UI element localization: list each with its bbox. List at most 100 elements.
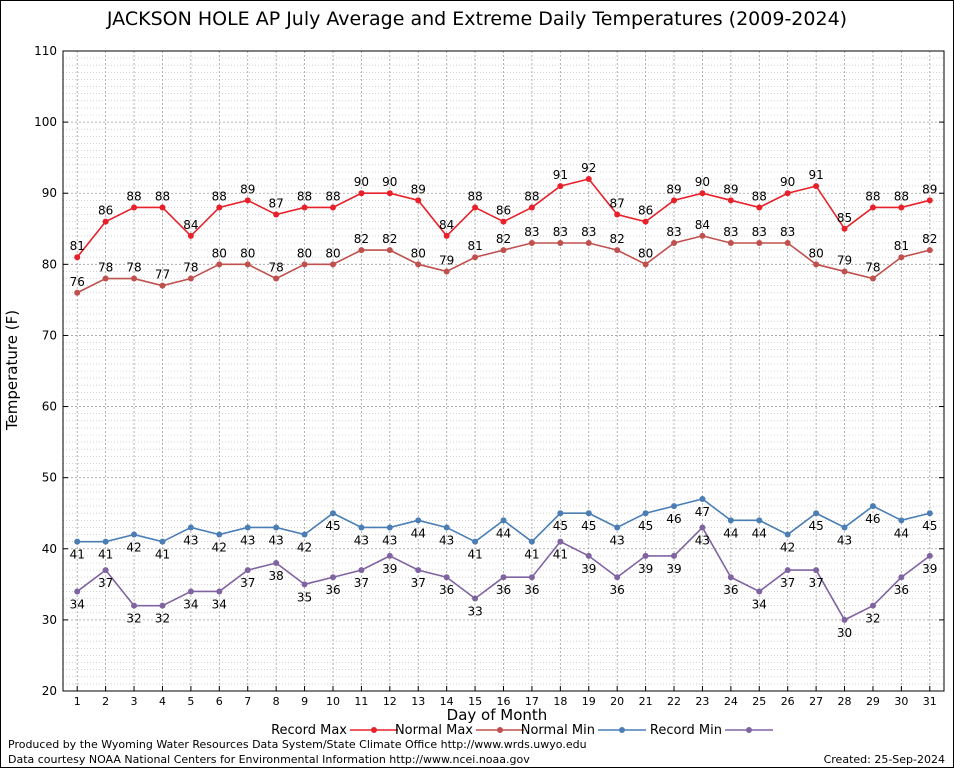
x-tick-label: 13 [411, 695, 425, 708]
data-point [329, 261, 336, 268]
data-label: 34 [183, 597, 198, 611]
data-point [386, 552, 393, 559]
data-label: 45 [553, 519, 568, 533]
data-point [614, 524, 621, 531]
data-label: 92 [581, 161, 596, 175]
data-point [585, 176, 592, 182]
data-label: 82 [922, 232, 937, 246]
data-point [472, 254, 479, 261]
data-label: 78 [269, 261, 284, 275]
data-point [329, 574, 336, 581]
data-label: 42 [212, 541, 227, 555]
data-label: 82 [382, 232, 397, 246]
data-point [216, 261, 223, 268]
data-label: 81 [894, 239, 909, 253]
data-label: 86 [98, 204, 113, 218]
data-label: 82 [496, 232, 511, 246]
data-label: 39 [922, 562, 937, 576]
data-label: 89 [723, 182, 738, 196]
x-tick-label: 22 [667, 695, 681, 708]
data-point [898, 204, 905, 211]
legend-label: Normal Min [521, 723, 595, 738]
data-label: 37 [411, 576, 426, 590]
y-tick-label: 30 [42, 613, 57, 627]
data-point [699, 232, 706, 239]
data-point [756, 204, 763, 211]
data-label: 81 [467, 239, 482, 253]
data-point [699, 524, 706, 531]
data-label: 80 [212, 246, 227, 260]
data-label: 78 [183, 261, 198, 275]
data-point [500, 574, 507, 581]
x-tick-label: 19 [582, 695, 596, 708]
data-point [358, 247, 365, 254]
data-label: 33 [467, 605, 482, 619]
data-point [159, 204, 166, 211]
data-label: 87 [269, 197, 284, 211]
data-label: 45 [922, 519, 937, 533]
data-point [301, 581, 308, 588]
data-label: 79 [439, 253, 454, 267]
data-label: 37 [98, 576, 113, 590]
y-tick-label: 40 [42, 542, 57, 556]
data-label: 36 [894, 583, 909, 597]
data-label: 76 [70, 275, 85, 289]
data-label: 89 [240, 182, 255, 196]
data-point [472, 538, 479, 545]
data-point [159, 282, 166, 289]
data-point [102, 275, 109, 282]
data-point [671, 240, 678, 246]
data-label: 42 [297, 541, 312, 555]
data-label: 88 [155, 189, 170, 203]
data-label: 36 [439, 583, 454, 597]
data-point [784, 531, 791, 538]
data-point [813, 183, 820, 190]
data-label: 41 [467, 548, 482, 562]
data-label: 86 [638, 204, 653, 218]
data-label: 30 [837, 626, 852, 640]
data-label: 41 [553, 548, 568, 562]
data-point [102, 538, 109, 545]
x-tick-label: 27 [809, 695, 823, 708]
legend-label: Normal Max [395, 723, 473, 738]
data-point [102, 567, 109, 574]
x-tick-label: 16 [497, 695, 511, 708]
x-tick-label: 8 [273, 695, 280, 708]
data-label: 34 [70, 597, 85, 611]
data-label: 88 [325, 189, 340, 203]
data-label: 37 [240, 576, 255, 590]
data-point [472, 204, 479, 211]
data-label: 80 [638, 246, 653, 260]
data-point [642, 552, 649, 559]
data-label: 43 [439, 533, 454, 547]
data-point [415, 261, 422, 268]
data-label: 89 [666, 182, 681, 196]
data-point [727, 197, 734, 204]
data-label: 90 [695, 175, 710, 189]
data-point [131, 204, 138, 211]
data-label: 45 [638, 519, 653, 533]
data-label: 83 [553, 225, 568, 239]
data-point [159, 538, 166, 545]
data-point [415, 517, 422, 524]
data-point [898, 574, 905, 581]
data-label: 88 [212, 189, 227, 203]
x-tick-label: 4 [159, 695, 166, 708]
data-label: 36 [610, 583, 625, 597]
x-tick-label: 5 [187, 695, 194, 708]
y-tick-label: 50 [42, 471, 57, 485]
x-tick-label: 21 [639, 695, 653, 708]
data-label: 45 [581, 519, 596, 533]
y-tick-label: 20 [42, 684, 57, 698]
data-label: 80 [325, 246, 340, 260]
data-label: 80 [808, 246, 823, 260]
data-point [386, 524, 393, 531]
data-point [443, 232, 450, 239]
legend-marker [371, 727, 377, 733]
x-tick-label: 1 [74, 695, 81, 708]
data-label: 80 [411, 246, 426, 260]
data-point [727, 574, 734, 581]
data-label: 90 [780, 175, 795, 189]
data-label: 45 [325, 519, 340, 533]
data-label: 46 [865, 512, 880, 526]
